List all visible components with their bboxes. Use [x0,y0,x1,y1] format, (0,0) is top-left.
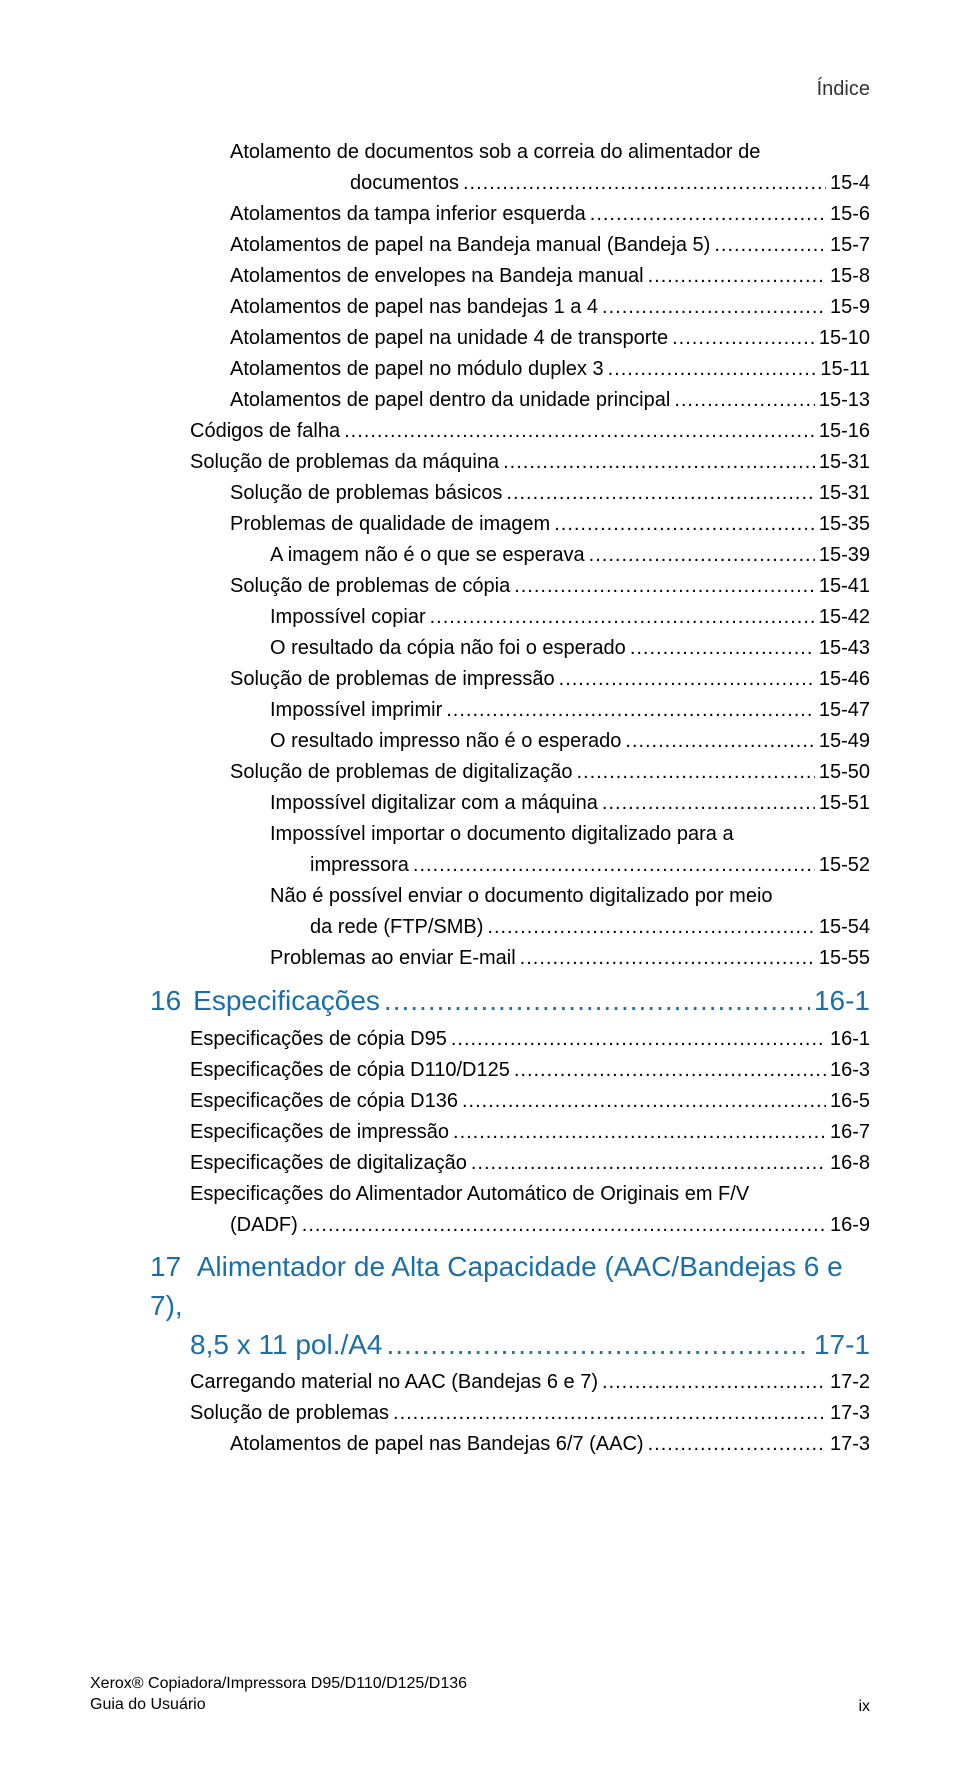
leader-dots [393,1398,826,1429]
toc-chapter-16: 16 Especificações 16-1 [150,980,870,1022]
leader-dots [302,1210,826,1241]
footer-page-number: ix [858,1698,870,1716]
toc-entry: Atolamento de documentos sob a correia d… [230,137,870,168]
toc-entry: Problemas de qualidade de imagem15-35 [230,509,870,540]
leader-dots [554,509,815,540]
toc-entry: Atolamentos da tampa inferior esquerda15… [230,199,870,230]
leader-dots [559,664,815,695]
toc-entry: Especificações do Alimentador Automático… [190,1179,870,1210]
leader-dots [463,168,826,199]
leader-dots [451,1024,826,1055]
toc-entry: Solução de problemas17-3 [190,1398,870,1429]
leader-dots [714,230,826,261]
toc-entry: da rede (FTP/SMB)15-54 [270,912,870,943]
toc-entry: Impossível digitalizar com a máquina15-5… [270,788,870,819]
toc-entry: Não é possível enviar o documento digita… [270,881,870,912]
toc-entry: Atolamentos de papel na unidade 4 de tra… [230,323,870,354]
leader-dots [630,633,815,664]
toc-entry: Especificações de impressão16-7 [190,1117,870,1148]
toc-entry: Especificações de cópia D110/D12516-3 [190,1055,870,1086]
toc-entry: Atolamentos de envelopes na Bandeja manu… [230,261,870,292]
leader-dots [674,385,815,416]
toc-entry: O resultado da cópia não foi o esperado1… [270,633,870,664]
toc-entry: Carregando material no AAC (Bandejas 6 e… [190,1367,870,1398]
toc-entry: Especificações de digitalização16-8 [190,1148,870,1179]
leader-dots [602,292,826,323]
leader-dots [648,1429,826,1460]
leader-dots [453,1117,826,1148]
toc-entry: impressora15-52 [270,850,870,881]
toc-entry: Especificações de cópia D9516-1 [190,1024,870,1055]
toc-entry: Problemas ao enviar E-mail15-55 [270,943,870,974]
toc-entry: Atolamentos de papel nas bandejas 1 a 41… [230,292,870,323]
toc-entry: (DADF)16-9 [190,1210,870,1241]
leader-dots [576,757,814,788]
footer-product: Xerox® Copiadora/Impressora D95/D110/D12… [90,1673,467,1716]
toc-entry: Impossível copiar15-42 [270,602,870,633]
leader-dots [413,850,815,881]
toc-entry: Especificações de cópia D13616-5 [190,1086,870,1117]
leader-dots [514,571,815,602]
leader-dots [462,1086,826,1117]
toc-chapter-17: 17 Alimentador de Alta Capacidade (AAC/B… [150,1247,870,1365]
leader-dots [589,540,815,571]
leader-dots [608,354,817,385]
leader-dots [344,416,815,447]
toc-entry: Solução de problemas de cópia15-41 [230,571,870,602]
toc-section-17: Carregando material no AAC (Bandejas 6 e… [150,1367,870,1460]
toc-section-16: Especificações de cópia D9516-1 Especifi… [150,1024,870,1241]
toc-entry: Atolamentos de papel no módulo duplex 31… [230,354,870,385]
toc-entry: documentos15-4 [230,168,870,199]
page-header: Índice [150,78,870,101]
toc-entry: Códigos de falha15-16 [190,416,870,447]
leader-dots [446,695,815,726]
toc-entry: Impossível imprimir15-47 [270,695,870,726]
leader-dots [514,1055,826,1086]
leader-dots [625,726,815,757]
leader-dots [471,1148,826,1179]
leader-dots [590,199,826,230]
leader-dots [672,323,815,354]
toc-entry: O resultado impresso não é o esperado15-… [270,726,870,757]
toc-entry: A imagem não é o que se esperava15-39 [270,540,870,571]
toc-entry: Solução de problemas da máquina15-31 [190,447,870,478]
leader-dots [520,943,815,974]
leader-dots [487,912,814,943]
toc-entry: Impossível importar o documento digitali… [270,819,870,850]
leader-dots [503,447,815,478]
toc-entry: Solução de problemas de impressão15-46 [230,664,870,695]
leader-dots [387,1325,810,1364]
toc-entry: Atolamentos de papel dentro da unidade p… [230,385,870,416]
toc-entry: Atolamentos de papel nas Bandejas 6/7 (A… [230,1429,870,1460]
header-label: Índice [817,78,870,100]
leader-dots [602,1367,826,1398]
toc-entry: Solução de problemas de digitalização15-… [230,757,870,788]
page-footer: Xerox® Copiadora/Impressora D95/D110/D12… [90,1673,870,1716]
toc-section-15: Atolamento de documentos sob a correia d… [150,137,870,974]
toc-entry: Solução de problemas básicos15-31 [230,478,870,509]
leader-dots [648,261,826,292]
toc-entry: Atolamentos de papel na Bandeja manual (… [230,230,870,261]
leader-dots [602,788,815,819]
document-page: Índice Atolamento de documentos sob a co… [0,0,960,1520]
leader-dots [430,602,815,633]
leader-dots [506,478,814,509]
leader-dots [384,980,810,1022]
